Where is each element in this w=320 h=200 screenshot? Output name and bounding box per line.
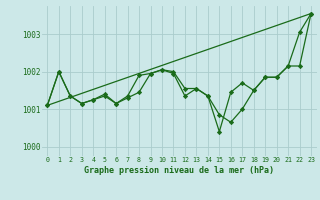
X-axis label: Graphe pression niveau de la mer (hPa): Graphe pression niveau de la mer (hPa) xyxy=(84,166,274,175)
